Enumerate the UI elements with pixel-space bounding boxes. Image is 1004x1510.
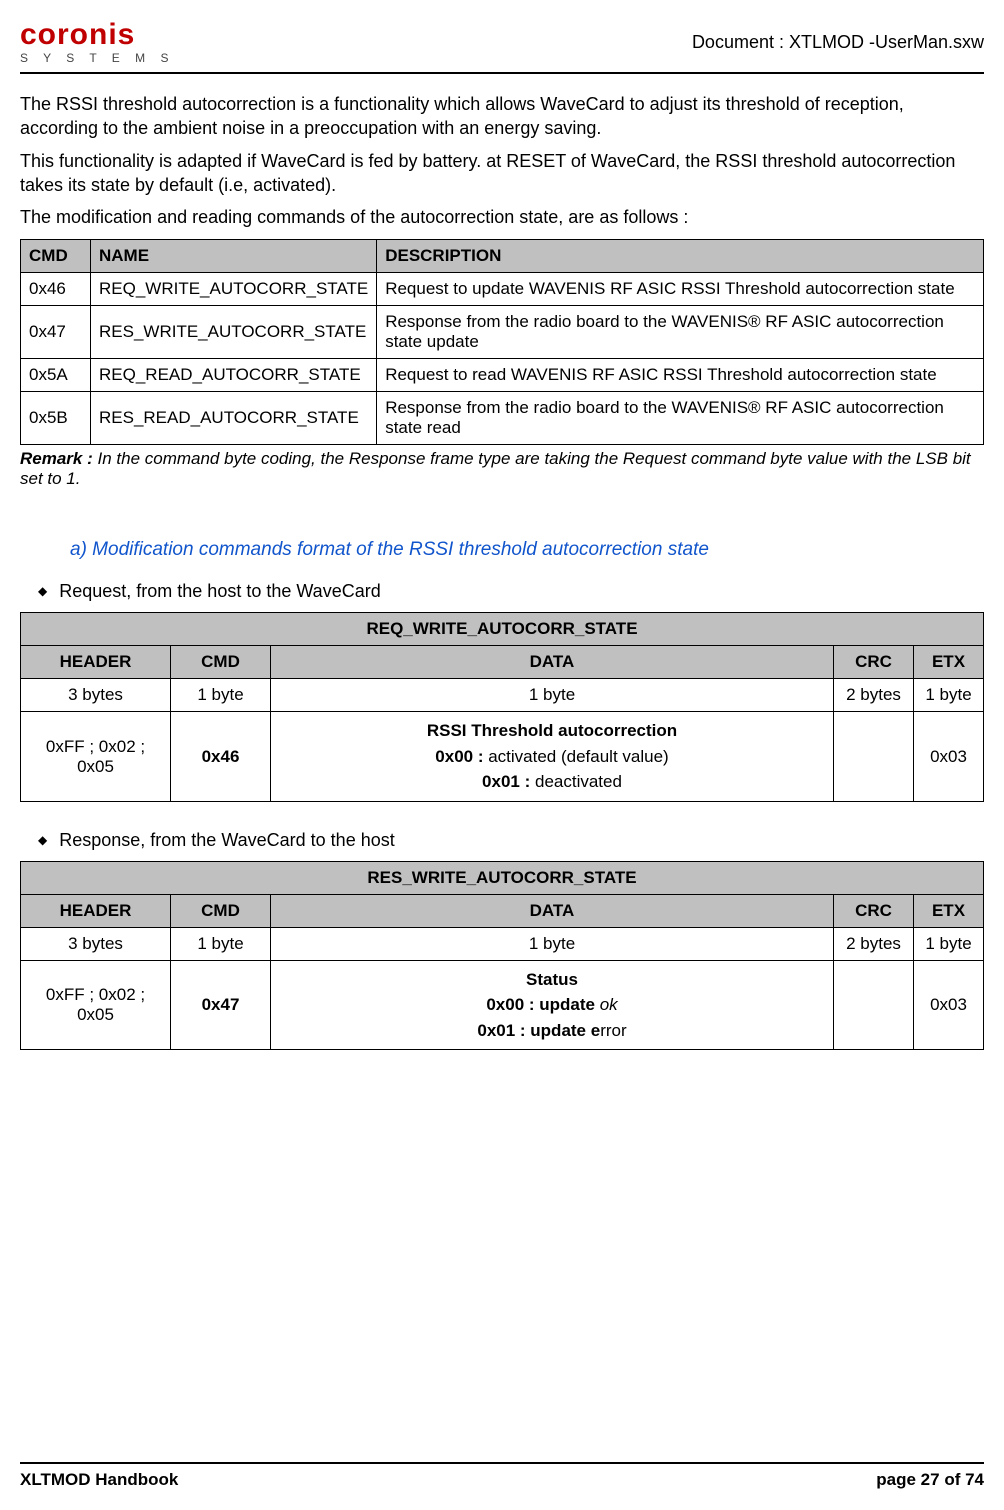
val-etx: 0x03 <box>914 712 984 802</box>
cell-name: REQ_READ_AUTOCORR_STATE <box>91 359 377 392</box>
data-l2b: rror <box>600 1021 626 1040</box>
size-header: 3 bytes <box>21 927 171 960</box>
table-row: 0x5A REQ_READ_AUTOCORR_STATE Request to … <box>21 359 984 392</box>
cell-name: REQ_WRITE_AUTOCORR_STATE <box>91 273 377 306</box>
th-cmd: CMD <box>171 894 271 927</box>
val-cmd-text: 0x46 <box>202 747 240 766</box>
table-title-row: REQ_WRITE_AUTOCORR_STATE <box>21 613 984 646</box>
table-header-row: HEADER CMD DATA CRC ETX <box>21 894 984 927</box>
table-title-row: RES_WRITE_AUTOCORR_STATE <box>21 861 984 894</box>
data-l1a: 0x00 : <box>435 747 488 766</box>
frame-title: REQ_WRITE_AUTOCORR_STATE <box>21 613 984 646</box>
th-crc: CRC <box>834 894 914 927</box>
size-data: 1 byte <box>271 679 834 712</box>
table-value-row: 0xFF ; 0x02 ; 0x05 0x46 RSSI Threshold a… <box>21 712 984 802</box>
th-data: DATA <box>271 894 834 927</box>
req-frame-table: REQ_WRITE_AUTOCORR_STATE HEADER CMD DATA… <box>20 612 984 802</box>
document-id: Document : XTLMOD -UserMan.sxw <box>692 32 984 53</box>
data-l1b: ok <box>600 995 618 1014</box>
th-data: DATA <box>271 646 834 679</box>
th-etx: ETX <box>914 894 984 927</box>
val-cmd: 0x46 <box>171 712 271 802</box>
commands-table: CMD NAME DESCRIPTION 0x46 REQ_WRITE_AUTO… <box>20 239 984 445</box>
size-cmd: 1 byte <box>171 679 271 712</box>
val-data: RSSI Threshold autocorrection 0x00 : act… <box>271 712 834 802</box>
frame-title: RES_WRITE_AUTOCORR_STATE <box>21 861 984 894</box>
th-cmd: CMD <box>21 240 91 273</box>
cell-desc: Response from the radio board to the WAV… <box>377 306 984 359</box>
bullet-response: Response, from the WaveCard to the host <box>38 830 984 851</box>
size-crc: 2 bytes <box>834 679 914 712</box>
data-title: RSSI Threshold autocorrection <box>427 721 677 740</box>
page-header: coronis S Y S T E M S Document : XTLMOD … <box>20 20 984 74</box>
th-cmd: CMD <box>171 646 271 679</box>
bullet-request: Request, from the host to the WaveCard <box>38 581 984 602</box>
cell-desc: Request to read WAVENIS RF ASIC RSSI Thr… <box>377 359 984 392</box>
res-frame-table: RES_WRITE_AUTOCORR_STATE HEADER CMD DATA… <box>20 861 984 1051</box>
remark-label: Remark : <box>20 449 93 468</box>
table-row: 0x46 REQ_WRITE_AUTOCORR_STATE Request to… <box>21 273 984 306</box>
logo-main: coronis <box>20 20 174 50</box>
table-header-row: CMD NAME DESCRIPTION <box>21 240 984 273</box>
data-l1a: 0x00 : update <box>486 995 599 1014</box>
paragraph-1: The RSSI threshold autocorrection is a f… <box>20 92 984 141</box>
table-row: 0x47 RES_WRITE_AUTOCORR_STATE Response f… <box>21 306 984 359</box>
val-header: 0xFF ; 0x02 ; 0x05 <box>21 712 171 802</box>
logo-sub: S Y S T E M S <box>20 52 174 64</box>
cell-desc: Response from the radio board to the WAV… <box>377 392 984 445</box>
size-header: 3 bytes <box>21 679 171 712</box>
section-a-heading: a) Modification commands format of the R… <box>70 539 984 561</box>
size-cmd: 1 byte <box>171 927 271 960</box>
data-l1b: activated (default value) <box>488 747 669 766</box>
remark: Remark : In the command byte coding, the… <box>20 449 984 489</box>
th-header: HEADER <box>21 894 171 927</box>
size-crc: 2 bytes <box>834 927 914 960</box>
footer-left: XLTMOD Handbook <box>20 1470 178 1490</box>
cell-cmd: 0x47 <box>21 306 91 359</box>
paragraph-2: This functionality is adapted if WaveCar… <box>20 149 984 198</box>
val-cmd: 0x47 <box>171 960 271 1050</box>
cell-desc: Request to update WAVENIS RF ASIC RSSI T… <box>377 273 984 306</box>
remark-text: In the command byte coding, the Response… <box>20 449 971 488</box>
val-crc <box>834 712 914 802</box>
logo: coronis S Y S T E M S <box>20 20 174 64</box>
val-header: 0xFF ; 0x02 ; 0x05 <box>21 960 171 1050</box>
table-header-row: HEADER CMD DATA CRC ETX <box>21 646 984 679</box>
size-etx: 1 byte <box>914 927 984 960</box>
table-size-row: 3 bytes 1 byte 1 byte 2 bytes 1 byte <box>21 679 984 712</box>
table-value-row: 0xFF ; 0x02 ; 0x05 0x47 Status 0x00 : up… <box>21 960 984 1050</box>
th-etx: ETX <box>914 646 984 679</box>
page-footer: XLTMOD Handbook page 27 of 74 <box>20 1462 984 1490</box>
th-desc: DESCRIPTION <box>377 240 984 273</box>
cell-name: RES_READ_AUTOCORR_STATE <box>91 392 377 445</box>
th-header: HEADER <box>21 646 171 679</box>
data-l2a: 0x01 : update e <box>477 1021 600 1040</box>
data-l2b: deactivated <box>535 772 622 791</box>
table-size-row: 3 bytes 1 byte 1 byte 2 bytes 1 byte <box>21 927 984 960</box>
data-title: Status <box>526 970 578 989</box>
footer-right: page 27 of 74 <box>876 1470 984 1490</box>
val-data: Status 0x00 : update ok 0x01 : update er… <box>271 960 834 1050</box>
cell-cmd: 0x5B <box>21 392 91 445</box>
table-row: 0x5B RES_READ_AUTOCORR_STATE Response fr… <box>21 392 984 445</box>
data-l2a: 0x01 : <box>482 772 535 791</box>
paragraph-3: The modification and reading commands of… <box>20 205 984 229</box>
cell-cmd: 0x5A <box>21 359 91 392</box>
size-data: 1 byte <box>271 927 834 960</box>
th-name: NAME <box>91 240 377 273</box>
th-crc: CRC <box>834 646 914 679</box>
val-crc <box>834 960 914 1050</box>
size-etx: 1 byte <box>914 679 984 712</box>
val-etx: 0x03 <box>914 960 984 1050</box>
cell-name: RES_WRITE_AUTOCORR_STATE <box>91 306 377 359</box>
cell-cmd: 0x46 <box>21 273 91 306</box>
val-cmd-text: 0x47 <box>202 995 240 1014</box>
